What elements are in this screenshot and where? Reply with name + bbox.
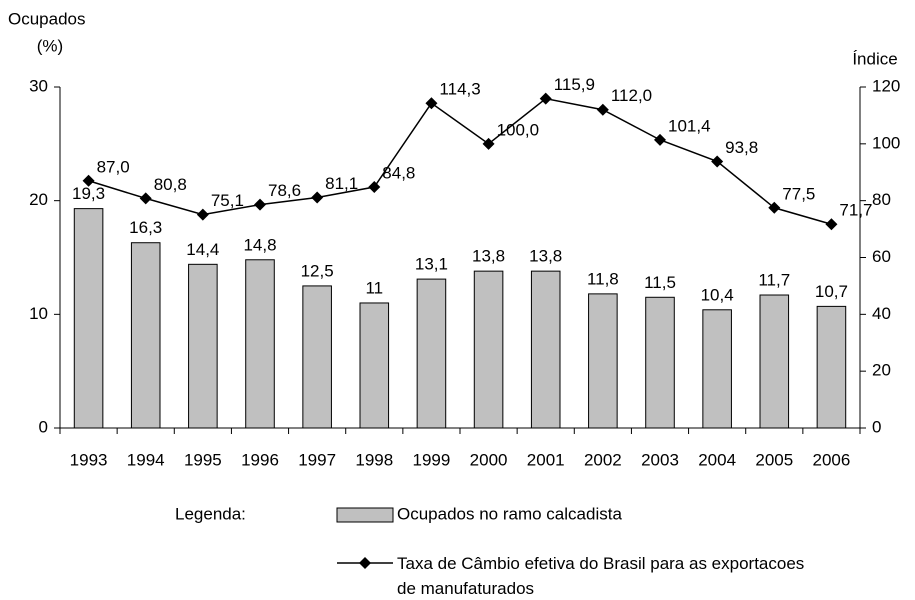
bar-value-label: 11,8 <box>587 269 619 288</box>
legend-marker <box>359 557 371 569</box>
line-marker <box>596 103 609 116</box>
line-marker <box>711 155 724 168</box>
bar <box>245 259 275 429</box>
line-marker <box>482 137 495 150</box>
line-value-label: 87,0 <box>97 157 130 176</box>
y-label: Ocupados <box>8 9 86 28</box>
line-value-label: 112,0 <box>611 86 652 105</box>
bar-value-label: 11,7 <box>758 270 790 289</box>
line-value-label: 100,0 <box>497 120 540 139</box>
y-label-unit: (%) <box>37 36 63 55</box>
bar <box>359 302 390 429</box>
bar-value-label: 13,8 <box>529 247 562 266</box>
y2-tick-label: 0 <box>872 417 881 436</box>
y2-tick-label: 40 <box>872 304 891 323</box>
y2-tick-label: 80 <box>872 190 891 209</box>
bar <box>588 293 618 429</box>
y2-tick-label: 100 <box>872 133 900 152</box>
bar <box>759 294 790 429</box>
bar-value-label: 11,5 <box>644 273 676 292</box>
bar-value-label: 10,4 <box>701 285 734 304</box>
bar-value-label: 14,8 <box>243 235 276 254</box>
legend-swatch <box>336 507 394 523</box>
legend-title: Legenda: <box>175 504 246 523</box>
y-tick-label: 30 <box>29 76 48 95</box>
y2-tick-label: 60 <box>872 247 891 266</box>
x-tick-label: 2000 <box>470 450 508 469</box>
bar-value-label: 16,3 <box>129 218 162 237</box>
line-marker <box>368 181 381 194</box>
line-value-label: 78,6 <box>268 181 301 200</box>
line-marker <box>311 191 324 204</box>
x-tick-label: 2004 <box>698 450 736 469</box>
line-value-label: 80,8 <box>154 175 187 194</box>
y-tick-label: 20 <box>29 190 48 209</box>
line-marker <box>654 133 666 146</box>
bar <box>473 270 504 429</box>
bar-value-label: 19,3 <box>72 184 105 203</box>
line-value-label: 75,1 <box>211 191 244 210</box>
line-marker <box>539 92 552 105</box>
bar <box>416 278 447 429</box>
x-tick-label: 1994 <box>127 450 165 469</box>
line-marker <box>196 208 209 221</box>
line-value-label: 101,4 <box>668 116 711 135</box>
line-value-label: 81,1 <box>325 174 358 193</box>
line-marker <box>139 192 152 205</box>
line-marker <box>82 174 95 187</box>
line-value-label: 114,3 <box>439 80 480 99</box>
x-tick-label: 1998 <box>355 450 393 469</box>
y2-label: Índice <box>852 49 897 68</box>
bar <box>130 242 161 429</box>
bar-value-label: 11 <box>365 278 383 297</box>
line-marker <box>825 218 838 231</box>
bar <box>73 208 104 429</box>
y2-tick-label: 120 <box>872 76 900 95</box>
bar-value-label: 12,5 <box>301 261 334 280</box>
x-tick-label: 1996 <box>241 450 279 469</box>
line-value-label: 77,5 <box>782 184 815 203</box>
x-tick-label: 2001 <box>527 450 565 469</box>
line-marker <box>425 97 438 110</box>
legend-label: Ocupados no ramo calcadista <box>397 504 622 523</box>
x-tick-label: 1993 <box>70 450 108 469</box>
legend-label: Taxa de Câmbio efetiva do Brasil para as… <box>397 554 805 598</box>
x-tick-label: 1999 <box>413 450 451 469</box>
bar-value-label: 14,4 <box>186 240 219 259</box>
x-tick-label: 2006 <box>813 450 851 469</box>
line-value-label: 71,7 <box>839 201 872 220</box>
line <box>88 97 832 225</box>
bar <box>302 285 332 429</box>
x-tick-label: 1997 <box>298 450 336 469</box>
x-tick-label: 2002 <box>584 450 622 469</box>
bar-value-label: 13,1 <box>415 255 448 274</box>
bar-value-label: 10,7 <box>815 282 848 301</box>
bar-value-label: 13,8 <box>472 247 505 266</box>
y2-tick-label: 20 <box>872 361 891 380</box>
y-tick-label: 0 <box>39 417 48 436</box>
line-value-label: 115,9 <box>554 75 595 94</box>
y-tick-label: 10 <box>29 304 48 323</box>
bar <box>188 263 218 429</box>
line-marker <box>768 201 781 214</box>
bar <box>702 309 732 429</box>
line-value-label: 93,8 <box>725 138 758 157</box>
x-tick-label: 1995 <box>184 450 222 469</box>
bar <box>645 296 675 429</box>
bar <box>816 305 847 429</box>
line-value-label: 84,8 <box>382 164 415 183</box>
line-marker <box>254 198 266 211</box>
x-tick-label: 2005 <box>755 450 793 469</box>
bar <box>530 270 561 429</box>
x-tick-label: 2003 <box>641 450 679 469</box>
